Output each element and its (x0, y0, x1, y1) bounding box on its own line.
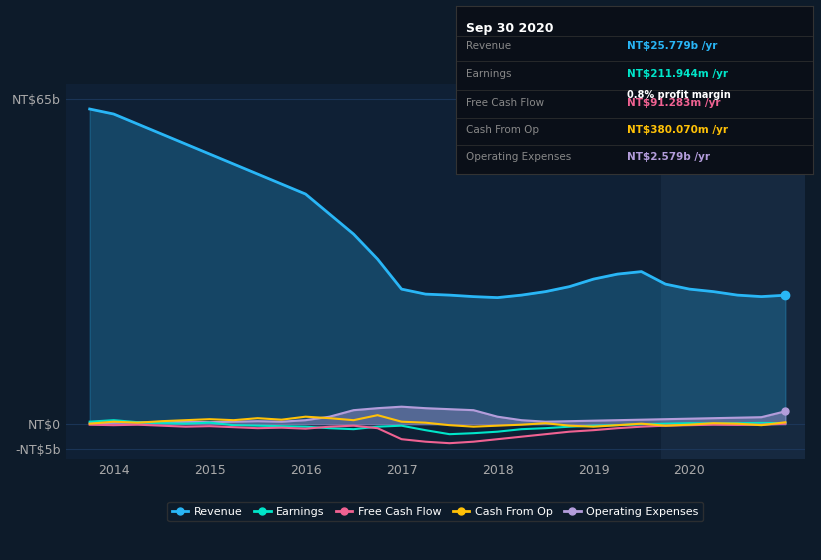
Text: Revenue: Revenue (466, 41, 511, 51)
Text: NT$2.579b /yr: NT$2.579b /yr (627, 152, 710, 162)
Text: NT$380.070m /yr: NT$380.070m /yr (627, 125, 728, 135)
Text: Sep 30 2020: Sep 30 2020 (466, 22, 554, 35)
Text: NT$91.283m /yr: NT$91.283m /yr (627, 98, 721, 108)
Text: NT$25.779b /yr: NT$25.779b /yr (627, 41, 718, 51)
Text: NT$211.944m /yr: NT$211.944m /yr (627, 69, 728, 80)
Legend: Revenue, Earnings, Free Cash Flow, Cash From Op, Operating Expenses: Revenue, Earnings, Free Cash Flow, Cash … (167, 502, 703, 521)
Text: Free Cash Flow: Free Cash Flow (466, 98, 544, 108)
Text: Operating Expenses: Operating Expenses (466, 152, 571, 162)
Text: 0.8% profit margin: 0.8% profit margin (627, 90, 731, 100)
Bar (661, 84, 805, 459)
Text: Cash From Op: Cash From Op (466, 125, 539, 135)
Text: Earnings: Earnings (466, 69, 511, 80)
